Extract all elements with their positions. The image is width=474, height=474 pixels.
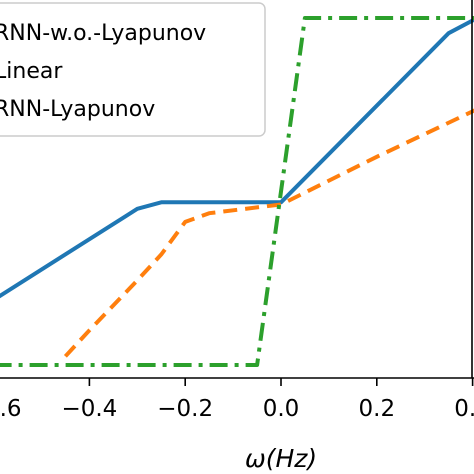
x-tick-label: 0.4 (454, 396, 474, 422)
legend-label-rnn-wo-lyapunov: RNN-w.o.-Lyapunov (0, 21, 206, 46)
legend-box (0, 2, 266, 137)
series-lines (0, 16, 474, 367)
x-tick-label: 0.0 (263, 396, 300, 422)
legend: RNN-w.o.-Lyapunov Linear RNN-Lyapunov (0, 2, 266, 137)
legend-label-rnn-lyapunov: RNN-Lyapunov (0, 97, 155, 122)
x-axis-label: ω(Hz) (245, 444, 317, 473)
series-line-rnn-lyapunov (0, 16, 474, 367)
legend-label-linear: Linear (0, 59, 63, 84)
x-tick-label: 0.2 (359, 396, 396, 422)
x-tick-label: −0.4 (61, 396, 117, 422)
x-tick-label: −0.6 (0, 396, 22, 422)
series-line-linear (63, 108, 474, 358)
x-tick-label: −0.2 (157, 396, 213, 422)
axes (0, 0, 474, 379)
series-line-rnn-w-o-lyapunov (0, 17, 474, 299)
x-axis-ticks: −0.6 −0.4 −0.2 0.0 0.2 0.4 (0, 378, 474, 422)
